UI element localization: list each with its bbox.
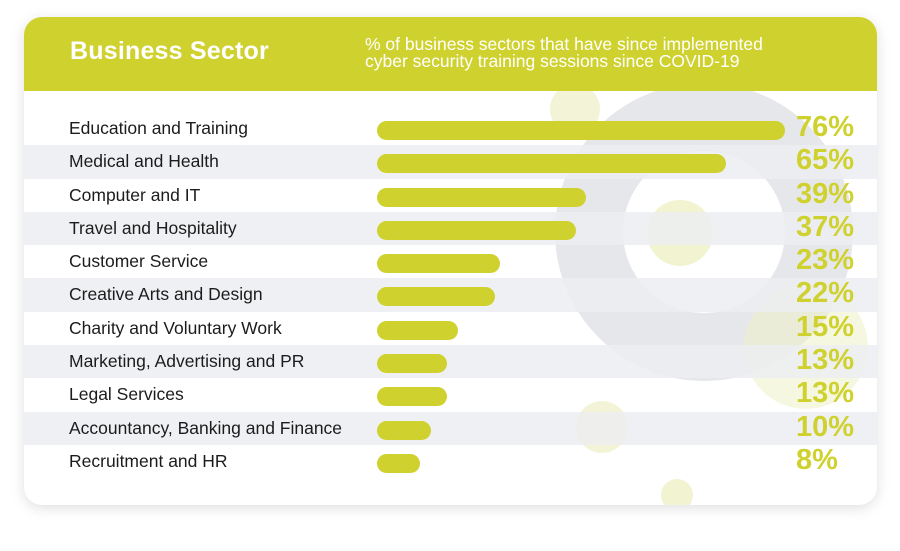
bar	[377, 287, 495, 307]
bar	[377, 121, 785, 140]
value-label: 15%	[796, 310, 855, 343]
table-row: Customer Service 23%	[24, 244, 877, 278]
table-row: Marketing, Advertising and PR 13%	[24, 344, 877, 379]
table-row: Computer and IT 39%	[24, 177, 877, 212]
table-row: Legal Services 13%	[24, 377, 877, 411]
bar	[377, 220, 576, 240]
category-label: Travel and Hospitality	[69, 217, 237, 238]
table-row: Recruitment and HR 8%	[24, 443, 877, 478]
category-label: Customer Service	[69, 251, 209, 272]
chart-card: Business Sector % of business sectors th…	[24, 17, 877, 505]
table-row: Education and Training 76%	[24, 111, 877, 145]
category-label: Legal Services	[69, 384, 184, 405]
deco-circle-yellow-5	[661, 479, 693, 505]
category-label: Education and Training	[69, 118, 249, 138]
value-label: 65%	[796, 144, 855, 177]
table-row: Accountancy, Banking and Finance 10%	[24, 410, 877, 445]
value-label: 23%	[796, 244, 855, 277]
value-label: 10%	[796, 410, 855, 443]
category-label: Computer and IT	[69, 184, 201, 205]
category-label: Marketing, Advertising and PR	[69, 351, 305, 372]
bar-rows: Education and Training 76% Medical and Hea…	[24, 111, 877, 478]
category-label: Accountancy, Banking and Finance	[69, 417, 343, 438]
chart-title: Business Sector	[70, 37, 269, 65]
table-row: Charity and Voluntary Work 15%	[24, 310, 877, 345]
bar	[377, 354, 447, 374]
bar	[377, 187, 586, 207]
bar	[377, 254, 500, 274]
table-row: Medical and Health 65%	[24, 144, 877, 179]
value-label: 76%	[796, 111, 855, 143]
bar	[377, 154, 726, 174]
bar	[377, 387, 447, 407]
category-label: Creative Arts and Design	[69, 284, 263, 305]
chart-subtitle-line2: cyber security training sessions since C…	[365, 51, 740, 71]
bar	[377, 420, 431, 440]
value-label: 13%	[796, 377, 855, 410]
category-label: Recruitment and HR	[69, 450, 228, 471]
table-row: Creative Arts and Design 22%	[24, 277, 877, 312]
value-label: 39%	[796, 177, 855, 210]
category-label: Charity and Voluntary Work	[69, 317, 282, 338]
chart-subtitle: % of business sectors that have since im…	[365, 34, 865, 71]
header-bar: Business Sector % of business sectors th…	[24, 17, 877, 91]
bar	[377, 320, 458, 340]
chart-subtitle-line1: % of business sectors that have since im…	[365, 34, 763, 54]
value-label: 8%	[796, 443, 838, 476]
category-label: Medical and Health	[69, 151, 219, 172]
bar	[377, 453, 420, 473]
table-row: Travel and Hospitality 37%	[24, 210, 877, 246]
value-label: 37%	[796, 210, 855, 243]
value-label: 13%	[796, 344, 855, 377]
value-label: 22%	[796, 277, 855, 310]
